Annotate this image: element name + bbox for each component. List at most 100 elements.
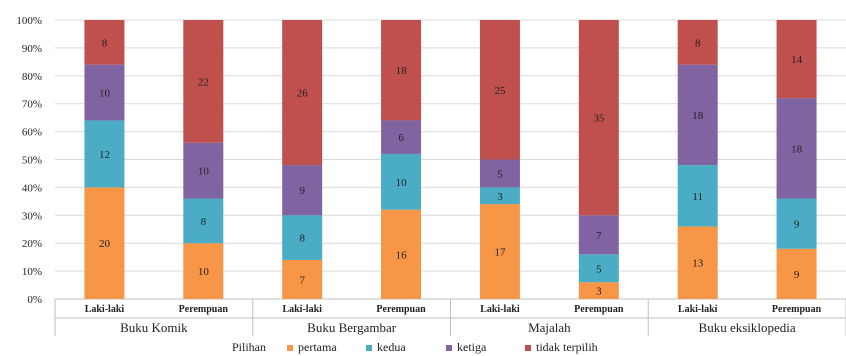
bars: 2012108108102278926161061817352535735131…	[84, 20, 817, 299]
x-group-label: Buku eksiklopedia	[699, 320, 796, 335]
data-label: 9	[794, 269, 800, 281]
data-label: 3	[497, 191, 503, 203]
bar-segment	[183, 142, 224, 199]
bar-segment	[578, 215, 619, 255]
legend-swatch	[287, 345, 293, 351]
bar-segment	[84, 120, 125, 188]
y-tick-label: 60%	[22, 127, 42, 139]
bar-segment	[578, 282, 619, 299]
data-label: 20	[99, 238, 111, 250]
bar-segment	[776, 248, 817, 299]
data-label: 18	[396, 65, 408, 77]
data-label: 10	[99, 88, 111, 100]
data-label: 8	[299, 233, 305, 245]
bar-segment	[479, 20, 520, 160]
bar-segment	[776, 198, 817, 249]
data-label: 5	[596, 263, 602, 275]
grid-layer	[55, 19, 846, 300]
x-tick-label: Laki-laki	[678, 304, 718, 315]
bar-segment	[282, 165, 323, 216]
data-label: 35	[593, 113, 605, 125]
x-tick-label: Perempuan	[574, 304, 624, 315]
data-label: 3	[596, 286, 602, 298]
bar-segment	[381, 153, 422, 210]
y-tick-label: 0%	[27, 294, 42, 306]
bar-segment	[479, 204, 520, 299]
bar-segment	[578, 20, 619, 216]
y-tick-label: 90%	[22, 43, 42, 55]
legend-item-label: pertama	[298, 340, 337, 354]
bar-segment	[381, 120, 422, 154]
x-tick-label: Laki-laki	[282, 304, 322, 315]
data-label: 26	[297, 88, 309, 100]
data-label: 8	[695, 37, 701, 49]
data-label: 10	[396, 177, 408, 189]
bar-segment	[479, 159, 520, 188]
bar-segment	[677, 20, 718, 65]
bar-segment	[578, 254, 619, 283]
data-label: 18	[692, 110, 704, 122]
y-tick-label: 40%	[22, 182, 42, 194]
data-label: 25	[494, 85, 506, 97]
bar-segment	[183, 198, 224, 244]
y-axis-ticks: 0% 10% 20% 30% 40% 50% 60% 70% 80% 90% 100%	[16, 15, 42, 306]
bar-segment	[677, 165, 718, 227]
x-tick-label: Perempuan	[179, 304, 229, 315]
data-label: 10	[198, 166, 210, 178]
data-label: 22	[198, 76, 209, 88]
data-label: 9	[299, 185, 305, 197]
y-tick-label: 20%	[22, 238, 42, 250]
data-label: 8	[201, 216, 207, 228]
bar-segment	[84, 64, 125, 121]
y-tick-label: 30%	[22, 210, 42, 222]
x-tick-label: Perempuan	[772, 304, 822, 315]
x-axis: Laki-laki Perempuan Laki-laki Perempuan Laki…	[54, 299, 846, 336]
bar-segment	[84, 20, 125, 65]
legend-swatch	[446, 345, 452, 351]
data-label: 10	[198, 266, 210, 278]
bar-segment	[381, 209, 422, 299]
data-label: 11	[692, 191, 703, 203]
x-tick-label: Perempuan	[376, 304, 426, 315]
y-tick-label: 70%	[22, 99, 42, 111]
data-label: 5	[497, 168, 503, 180]
legend-swatch	[366, 345, 372, 351]
x-group-label: Buku Komik	[120, 320, 188, 335]
x-tick-label: Laki-laki	[480, 304, 520, 315]
x-group-label: Buku Bergambar	[307, 320, 397, 335]
x-group-label: Majalah	[528, 320, 571, 335]
data-label: 9	[794, 219, 800, 231]
bar-segment	[479, 187, 520, 205]
bar-segment	[282, 259, 323, 299]
data-label: 6	[398, 132, 404, 144]
bar-segment	[183, 20, 224, 143]
legend-title: Pilihan	[232, 340, 266, 354]
y-tick-label: 10%	[22, 266, 42, 278]
data-label: 14	[791, 54, 803, 66]
legend-item-label: tidak terpilih	[536, 340, 598, 354]
bar-segment	[282, 215, 323, 260]
x-tick-label: Laki-laki	[85, 304, 125, 315]
bar-segment	[381, 20, 422, 121]
legend-swatch	[525, 345, 531, 351]
data-label: 16	[396, 249, 408, 261]
y-tick-label: 80%	[22, 71, 42, 83]
bar-segment	[677, 226, 718, 299]
bar-segment	[776, 20, 817, 99]
bar-segment	[776, 98, 817, 199]
y-tick-label: 50%	[22, 155, 42, 167]
bar-segment	[282, 20, 323, 166]
legend: Pilihan pertama kedua ketiga tidak terpilih	[232, 340, 598, 354]
data-label: 7	[299, 274, 305, 286]
data-label: 12	[99, 149, 110, 161]
legend-item-label: kedua	[377, 340, 406, 354]
data-label: 17	[494, 247, 506, 259]
data-label: 7	[596, 230, 602, 242]
bar-segment	[677, 64, 718, 166]
data-label: 18	[791, 143, 803, 155]
bar-segment	[183, 243, 224, 299]
bar-segment	[84, 187, 125, 299]
y-tick-label: 100%	[16, 15, 42, 27]
data-label: 8	[102, 37, 108, 49]
